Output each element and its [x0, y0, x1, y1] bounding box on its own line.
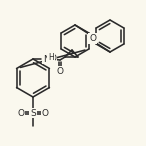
- Text: H: H: [48, 53, 54, 61]
- Text: N: N: [43, 54, 49, 64]
- Text: O: O: [89, 34, 96, 43]
- Text: O: O: [57, 66, 64, 75]
- Text: O: O: [41, 108, 48, 118]
- Text: S: S: [30, 108, 36, 118]
- Text: O: O: [18, 108, 25, 118]
- Text: O: O: [49, 54, 56, 63]
